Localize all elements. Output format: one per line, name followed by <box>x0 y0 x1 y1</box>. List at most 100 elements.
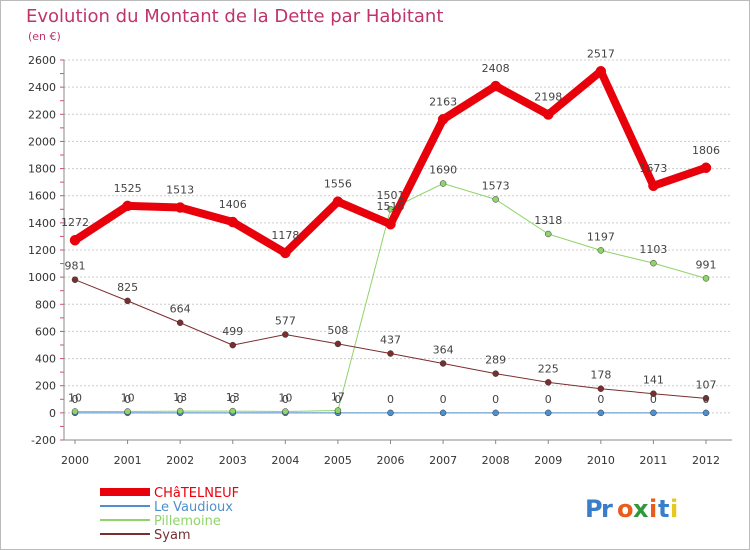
x-tick-label: 2011 <box>639 454 667 467</box>
data-label: 178 <box>590 369 611 382</box>
logo-letter: t <box>658 495 669 523</box>
data-label: 508 <box>327 324 348 337</box>
data-point <box>176 319 184 326</box>
x-tick-label: 2012 <box>692 454 720 467</box>
data-point <box>437 114 449 125</box>
data-label: 141 <box>643 374 664 387</box>
data-point <box>702 395 710 402</box>
data-point <box>122 200 133 212</box>
data-label: 437 <box>380 334 401 347</box>
data-label: 0 <box>334 393 341 406</box>
data-label: 10 <box>278 392 292 405</box>
data-point <box>595 66 607 77</box>
data-label: 0 <box>229 393 236 406</box>
legend-label: Le Vaudioux <box>154 500 233 515</box>
x-tick-label: 2004 <box>271 454 299 467</box>
x-tick-label: 2006 <box>377 454 405 467</box>
x-tick-label: 2001 <box>114 454 142 467</box>
y-tick-label: 2200 <box>28 108 56 121</box>
data-label: 0 <box>650 393 657 406</box>
y-tick-label: 600 <box>35 325 56 338</box>
data-label: 1573 <box>482 179 510 192</box>
data-point <box>176 407 184 415</box>
data-point <box>71 408 79 415</box>
y-tick-label: 1000 <box>28 271 56 284</box>
data-point <box>648 180 659 192</box>
data-label: 1501 <box>377 189 405 202</box>
x-tick-label: 2009 <box>534 454 562 467</box>
legend-label: Pillemoine <box>154 514 221 529</box>
x-tick-label: 2007 <box>429 454 457 467</box>
data-point <box>700 162 712 174</box>
data-point <box>174 202 186 213</box>
data-point <box>124 297 131 305</box>
data-label: 825 <box>117 281 138 294</box>
data-label: 0 <box>124 393 131 406</box>
logo-letter: r <box>601 495 613 523</box>
y-tick-label: 1400 <box>28 217 56 230</box>
chart-title: Evolution du Montant de la Dette par Hab… <box>26 6 443 27</box>
data-label: 1556 <box>324 178 352 191</box>
proxiti-logo: Pr o x i t i <box>585 495 678 523</box>
x-tick-label: 2008 <box>482 454 510 467</box>
data-label: 2408 <box>482 62 510 75</box>
logo-letter: i <box>670 495 678 523</box>
data-label: 225 <box>538 362 559 375</box>
y-tick-label: 400 <box>35 353 56 366</box>
data-label: 0 <box>545 393 552 406</box>
data-label: 2163 <box>429 95 457 108</box>
data-point <box>650 409 657 417</box>
data-label: 2517 <box>587 47 615 60</box>
data-label: 13 <box>173 391 187 404</box>
data-point <box>387 350 394 357</box>
data-label: 107 <box>696 378 717 391</box>
data-label: 1516 <box>377 200 405 213</box>
x-tick-label: 2005 <box>324 454 352 467</box>
x-tick-label: 2000 <box>61 454 89 467</box>
y-tick-label: 2000 <box>28 135 56 148</box>
data-label: 0 <box>177 393 184 406</box>
data-point <box>597 385 605 392</box>
data-point <box>545 230 552 238</box>
data-label: 0 <box>703 393 710 406</box>
data-label: 2198 <box>534 91 562 104</box>
data-point <box>282 408 289 415</box>
y-tick-label: 800 <box>35 298 56 311</box>
data-point <box>69 234 81 246</box>
data-point <box>229 407 236 415</box>
data-point <box>124 408 131 415</box>
data-point <box>702 275 710 282</box>
logo-letter: i <box>649 495 657 523</box>
data-label: 0 <box>440 393 447 406</box>
y-tick-label: 1600 <box>28 190 56 203</box>
data-point <box>387 409 394 417</box>
logo-letter: o <box>617 495 634 523</box>
data-point <box>492 196 499 203</box>
data-point <box>492 409 499 417</box>
data-point <box>543 109 554 120</box>
data-point <box>334 340 342 348</box>
data-label: 981 <box>65 260 86 273</box>
data-point <box>280 247 291 259</box>
data-point <box>227 216 238 228</box>
y-tick-label: 1800 <box>28 163 56 176</box>
x-tick-label: 2002 <box>166 454 194 467</box>
data-label: 1406 <box>219 198 247 211</box>
data-point <box>439 360 447 367</box>
data-label: 1513 <box>166 184 194 197</box>
y-tick-label: -200 <box>31 434 56 447</box>
data-label: 1318 <box>534 214 562 227</box>
data-label: 10 <box>121 392 135 405</box>
y-tick-label: 0 <box>49 407 56 420</box>
data-label: 1673 <box>639 162 667 175</box>
x-tick-label: 2003 <box>219 454 247 467</box>
x-tick-label: 2010 <box>587 454 615 467</box>
data-label: 664 <box>170 303 191 316</box>
data-point <box>282 331 289 338</box>
data-point <box>702 409 710 417</box>
y-tick-label: 2600 <box>28 54 56 67</box>
data-label: 17 <box>331 391 345 404</box>
data-label: 13 <box>226 391 240 404</box>
